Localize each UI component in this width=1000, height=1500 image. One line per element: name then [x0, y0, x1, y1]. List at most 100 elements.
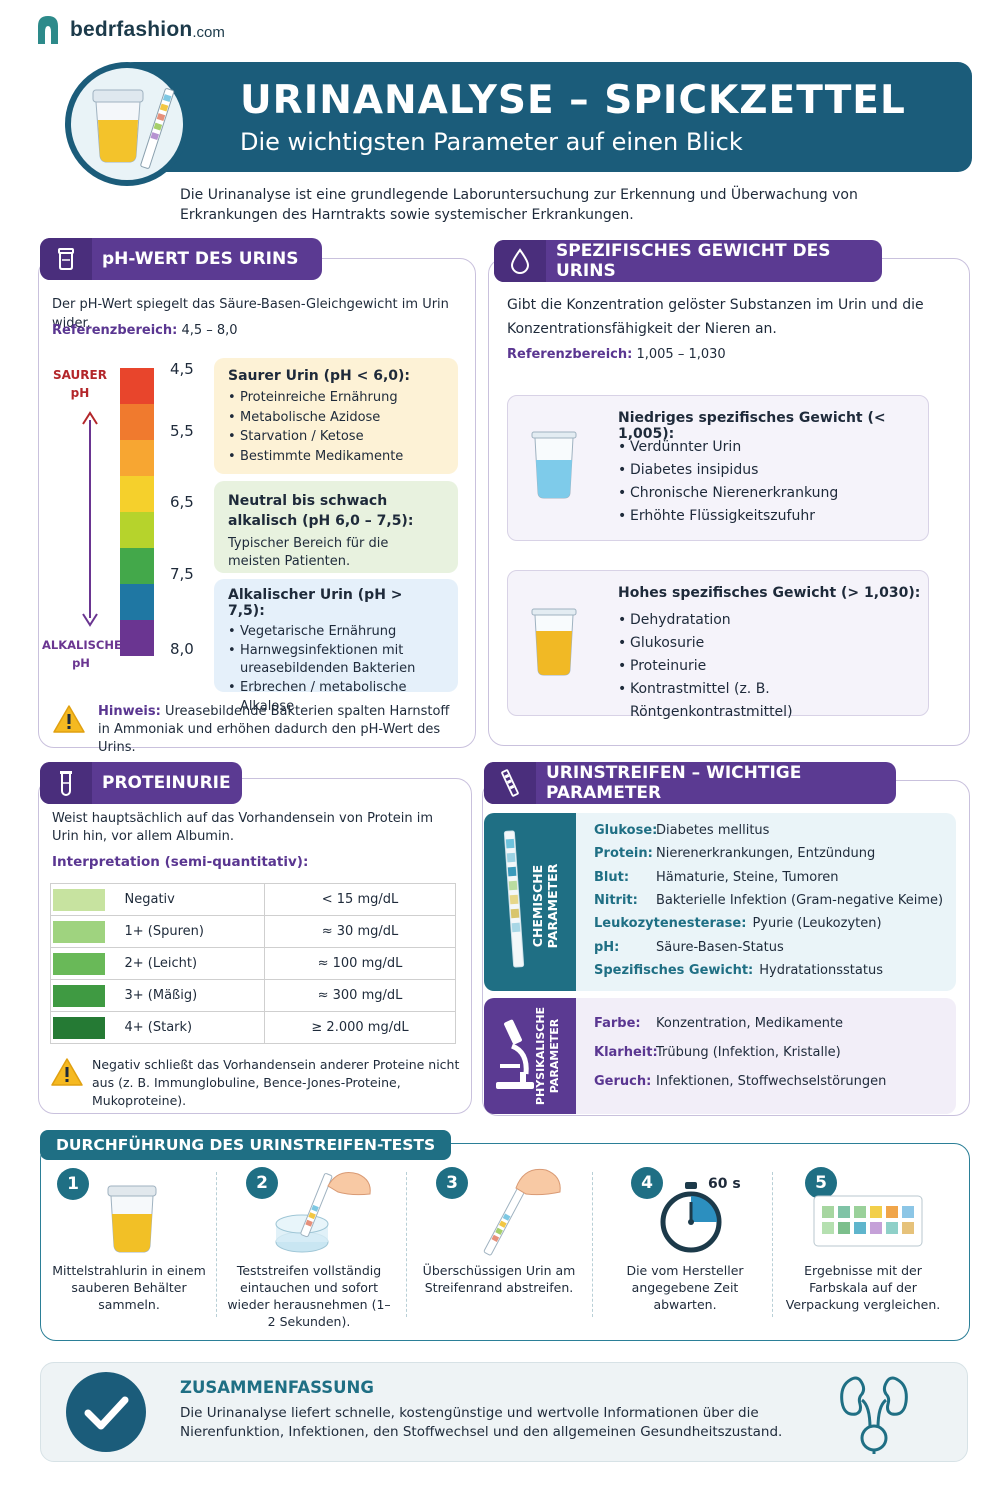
value-cell: ≈ 30 mg/dL [264, 915, 456, 948]
table-row: 4+ (Stark) ≥ 2.000 mg/dL [50, 1011, 456, 1044]
blot-strip-icon [483, 1168, 561, 1256]
parameter-key: Protein: [594, 846, 653, 862]
list-item: Chronische Nierenerkrankung [618, 482, 838, 505]
color-chart-swatch [854, 1206, 866, 1218]
color-swatch-cell [50, 1011, 111, 1044]
parameter-key: Leukozytenesterase: [594, 916, 747, 932]
urinstrip-card-title: URINSTREIFEN – WICHTIGE PARAMETER [546, 763, 802, 803]
summary-panel [40, 1362, 968, 1462]
color-swatch [53, 888, 105, 911]
parameter-key: Geruch: [594, 1074, 652, 1089]
proteinuria-card-tab: PROTEINURIE [40, 762, 242, 804]
list-item: Bestimmte Medikamente [228, 447, 444, 467]
ph-tick-80: 8,0 [170, 640, 194, 658]
warning-icon [53, 705, 85, 733]
steps-panel [40, 1143, 970, 1341]
proteinuria-interpretation-label: Interpretation (semi-quantitativ): [52, 854, 309, 870]
color-chart-icon [813, 1195, 923, 1247]
step-number-2: 2 [246, 1167, 278, 1199]
urinstrip-card-tab: URINSTREIFEN – WICHTIGE PARAMETER [484, 762, 896, 804]
acidic-list: Proteinreiche Ernährung Metabolische Azi… [228, 388, 444, 466]
table-row: 1+ (Spuren) ≈ 30 mg/dL [50, 915, 456, 948]
list-item: Erbrechen / metabolische Alkalose [228, 678, 444, 717]
ph-color-segment [120, 368, 154, 404]
test-tube-icon [40, 762, 92, 804]
sg-high-box: Hohes spezifisches Gewicht (> 1,030): De… [507, 570, 929, 720]
test-strip-icon [484, 762, 536, 804]
grade-cell: 3+ (Mäßig) [110, 979, 265, 1012]
parameter-row: Farbe: Konzentration, Medikamente [594, 1016, 843, 1031]
dipstick-icon [503, 830, 525, 968]
acid-label: SAURER pH [50, 366, 110, 402]
urine-cup-icon [92, 88, 175, 169]
page-title: URINANALYSE – SPICKZETTEL [240, 78, 906, 123]
step-divider [592, 1172, 593, 1317]
parameter-key: Farbe: [594, 1016, 641, 1031]
parameter-value: Pyurie (Leukozyten) [752, 916, 882, 932]
color-chart-swatch [854, 1222, 866, 1234]
color-swatch-cell [50, 883, 111, 916]
brand-domain: .com [192, 23, 225, 41]
ph-note: Hinweis: Ureasebildende Bakterien spalte… [98, 703, 458, 757]
value-cell: < 15 mg/dL [264, 883, 456, 916]
ph-color-segment [120, 476, 154, 512]
parameter-key: Spezifisches Gewicht: [594, 962, 754, 978]
parameter-value: Hydratationsstatus [759, 962, 883, 978]
list-item: Proteinreiche Ernährung [228, 388, 444, 408]
alk-label-line2: pH [72, 656, 90, 670]
chemical-label: CHEMISCHE PARAMETER [530, 831, 560, 981]
color-chart-swatch [886, 1206, 898, 1218]
step-divider [772, 1172, 773, 1317]
list-item: Diabetes insipidus [618, 459, 838, 482]
ph-color-segment [120, 404, 154, 440]
parameter-key: pH: [594, 939, 620, 955]
value-cell: ≈ 300 mg/dL [264, 979, 456, 1012]
table-row: 3+ (Mäßig) ≈ 300 mg/dL [50, 979, 456, 1012]
parameter-value: Infektionen, Stoffwechselstörungen [656, 1074, 887, 1089]
color-chart-swatch [902, 1222, 914, 1234]
parameter-row: Blut: Hämaturie, Steine, Tumoren [594, 870, 839, 885]
summary-title: ZUSAMMENFASSUNG [180, 1378, 374, 1397]
ph-tick-55: 5,5 [170, 422, 194, 440]
step-text-5: Ergebnisse mit der Farbskala auf der Ver… [785, 1263, 941, 1312]
acid-label-line1: SAURER [53, 368, 107, 382]
chemical-parameters-box: CHEMISCHE PARAMETER Glukose:Diabetes mel… [484, 813, 956, 991]
header-banner: URINANALYSE – SPICKZETTEL Die wichtigste… [120, 62, 972, 172]
neutral-text: Typischer Bereich für die meisten Patien… [228, 536, 389, 569]
ph-color-segment [120, 620, 154, 656]
grade-cell: 2+ (Leicht) [110, 947, 265, 980]
physical-side-panel: PHYSIKALISCHE PARAMETER [484, 998, 576, 1114]
value-cell: ≈ 100 mg/dL [264, 947, 456, 980]
physical-label-line2: PARAMETER [548, 1018, 561, 1094]
dip-strip-icon [275, 1172, 371, 1253]
acidic-title: Saurer Urin (pH < 6,0): [228, 368, 410, 384]
beaker-icon [40, 238, 92, 280]
parameter-key: Blut: [594, 869, 630, 885]
list-item: Dehydratation [618, 609, 928, 632]
ph-tick-75: 7,5 [170, 565, 194, 583]
proteinuria-description: Weist hauptsächlich auf das Vorhandensei… [52, 811, 434, 844]
summary-text: Die Urinanalyse liefert schnelle, kosten… [180, 1405, 783, 1440]
ph-color-scale [120, 368, 154, 656]
color-swatch-cell [50, 947, 111, 980]
proteinuria-table: Negativ < 15 mg/dL 1+ (Spuren) ≈ 30 mg/dL 2+… [50, 883, 456, 1044]
color-chart-swatch [870, 1222, 882, 1234]
parameter-value: Säure-Basen-Status [656, 939, 784, 955]
step-text-3: Überschüssigen Urin am Streifenrand abst… [422, 1263, 576, 1295]
brand-logo[interactable]: bedrfashion .com [34, 14, 225, 46]
list-item: Harnwegsinfektionen mit ureasebildenden … [228, 642, 444, 678]
ph-note-label: Hinweis: [98, 704, 161, 719]
sg-reference-value: 1,005 – 1,030 [636, 347, 726, 362]
step-number-4: 4 [631, 1167, 663, 1199]
list-item: Vegetarische Ernährung [228, 622, 444, 642]
neutral-title: Neutral bis schwach alkalisch (pH 6,0 – … [228, 493, 414, 529]
step-divider [216, 1172, 217, 1317]
parameter-value: Hämaturie, Steine, Tumoren [656, 869, 839, 885]
brand-name: bedrfashion [70, 18, 193, 41]
parameter-row: Spezifisches Gewicht: Hydratationsstatus [594, 963, 883, 978]
list-item: Glukosurie [618, 632, 928, 655]
ph-tick-45: 4,5 [170, 360, 194, 378]
parameter-value: Bakterielle Infektion (Gram-negative Kei… [656, 892, 944, 908]
sg-card-title: SPEZIFISCHES GEWICHT DES URINS [556, 241, 831, 281]
physical-parameters-box: PHYSIKALISCHE PARAMETER Farbe: Konzentrat… [484, 998, 956, 1114]
